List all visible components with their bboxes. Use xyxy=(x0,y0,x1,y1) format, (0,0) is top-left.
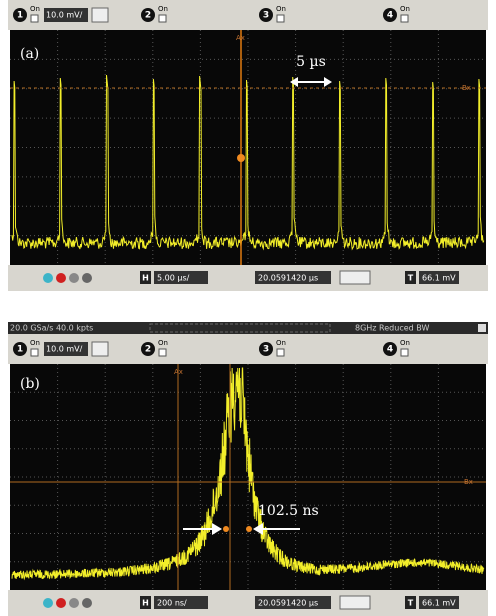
channel-number: 2 xyxy=(145,11,151,21)
channel-checkbox xyxy=(159,15,166,22)
channel-number: 1 xyxy=(17,345,23,355)
h-button: H xyxy=(142,599,149,608)
marker-label: Ax xyxy=(236,34,245,42)
channel-number: 3 xyxy=(263,11,269,21)
timebase: 200 ns/ xyxy=(157,599,187,608)
coupling-icon xyxy=(92,342,108,356)
channel-checkbox xyxy=(401,349,408,356)
h-button: H xyxy=(142,274,149,283)
nav-buttons[interactable] xyxy=(340,596,370,609)
marker-label: Bx xyxy=(464,478,473,486)
annotation: 5 µs xyxy=(296,54,326,70)
panel-label: (b) xyxy=(20,376,40,392)
tool-icon[interactable] xyxy=(69,598,79,608)
annotation: 102.5 ns xyxy=(258,503,319,519)
channel-state: On xyxy=(30,339,40,347)
marker-label: Bx xyxy=(462,84,471,92)
tool-icon[interactable] xyxy=(56,273,66,283)
panel-label: (a) xyxy=(20,46,39,62)
scope-panel: 1 On 10.0 mV/2 On 3 On 4 On Ax Bx (a) 5 µs H 5.00 µs/… xyxy=(8,0,488,291)
trigger-level: 66.1 mV xyxy=(422,599,456,608)
channel-state: On xyxy=(158,5,168,13)
timebase: 5.00 µs/ xyxy=(157,274,190,283)
tool-icon[interactable] xyxy=(69,273,79,283)
channel-checkbox xyxy=(31,349,38,356)
channel-state: On xyxy=(30,5,40,13)
channel-number: 1 xyxy=(17,11,23,21)
figure: 1 On 10.0 mV/2 On 3 On 4 On Ax Bx (a) 5 µs H 5.00 µs/… xyxy=(0,0,496,616)
tool-icon[interactable] xyxy=(43,273,53,283)
channel-checkbox xyxy=(277,15,284,22)
tool-icon[interactable] xyxy=(56,598,66,608)
coupling-icon xyxy=(92,8,108,22)
delay: 20.0591420 µs xyxy=(258,274,318,283)
t-button: T xyxy=(408,274,414,283)
tool-icon[interactable] xyxy=(43,598,53,608)
channel-scale: 10.0 mV/ xyxy=(46,11,83,20)
status-text: 8GHz Reduced BW xyxy=(355,324,429,333)
channel-number: 4 xyxy=(387,11,393,21)
channel-state: On xyxy=(276,339,286,347)
channel-state: On xyxy=(400,5,410,13)
channel-scale: 10.0 mV/ xyxy=(46,345,83,354)
channel-checkbox xyxy=(401,15,408,22)
channel-checkbox xyxy=(31,15,38,22)
channel-state: On xyxy=(276,5,286,13)
status-text: 20.0 GSa/s 40.0 kpts xyxy=(10,324,93,333)
channel-number: 3 xyxy=(263,345,269,355)
channel-checkbox xyxy=(159,349,166,356)
channel-number: 4 xyxy=(387,345,393,355)
tool-icon[interactable] xyxy=(82,273,92,283)
channel-number: 2 xyxy=(145,345,151,355)
scope-panel: 20.0 GSa/s 40.0 kpts 8GHz Reduced BW 1 On 10… xyxy=(8,322,488,616)
tool-icon[interactable] xyxy=(82,598,92,608)
status-icon xyxy=(478,324,486,332)
trigger-level: 66.1 mV xyxy=(422,274,456,283)
marker-label: Ax xyxy=(174,368,183,376)
cursor-dot xyxy=(223,526,229,532)
channel-state: On xyxy=(400,339,410,347)
delay: 20.0591420 µs xyxy=(258,599,318,608)
channel-checkbox xyxy=(277,349,284,356)
channel-state: On xyxy=(158,339,168,347)
t-button: T xyxy=(408,599,414,608)
cursor-dot xyxy=(246,526,252,532)
nav-buttons[interactable] xyxy=(340,271,370,284)
cursor-dot xyxy=(237,154,245,162)
